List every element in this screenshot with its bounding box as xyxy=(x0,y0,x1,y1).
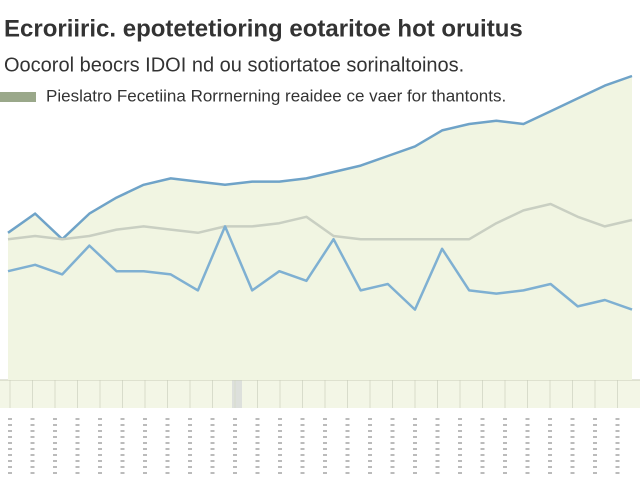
legend-swatch xyxy=(0,92,36,102)
series-line xyxy=(7,225,633,311)
chart-title: Ecroriiric. epotetetioring eotaritoe hot… xyxy=(4,15,523,42)
area xyxy=(8,76,632,380)
series-line xyxy=(7,202,633,241)
legend-label: Pieslatro Fecetiina Rorrnerning reaidee … xyxy=(46,86,506,105)
series-line xyxy=(7,74,633,241)
plot xyxy=(7,74,633,380)
axis-band xyxy=(0,380,640,408)
axis-highlight xyxy=(232,380,242,408)
chart-subtitle: Oocorol beocrs IDOI nd ou sotiortatoe so… xyxy=(4,54,464,76)
